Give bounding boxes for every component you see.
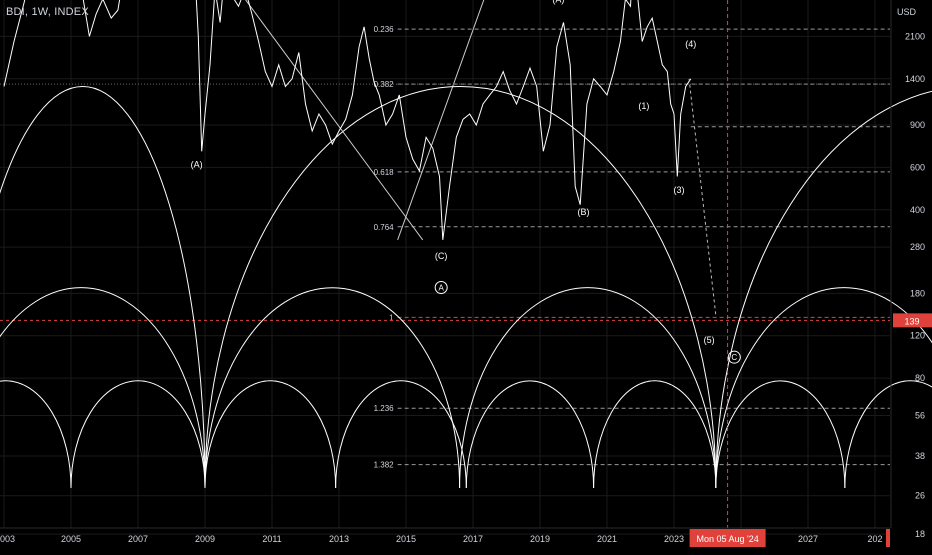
wave-label: (C) — [435, 251, 448, 261]
wave-label: A — [439, 283, 445, 292]
price-tick-label: 120 — [910, 331, 925, 341]
cycle-arc-large — [715, 91, 932, 488]
cycle-arc-small — [844, 380, 932, 488]
price-series-line — [3, 0, 692, 240]
wave-label: (1) — [638, 101, 649, 111]
price-tick-label: 80 — [915, 373, 925, 383]
trendline — [245, 0, 424, 241]
projection-line — [688, 78, 717, 317]
cycle-arc-medium — [459, 287, 717, 488]
wave-label-circle — [434, 280, 448, 294]
fib-level-label: 1.236 — [374, 404, 395, 413]
price-tick-label: 3100 — [905, 0, 925, 1]
wave-label: C — [731, 353, 737, 362]
price-tick-label: 280 — [910, 242, 925, 252]
cycle-arc-medium — [715, 287, 932, 488]
fib-diagonal — [397, 0, 485, 241]
cursor-date-badge — [689, 529, 766, 547]
price-axis: USD1600011000700046003100210014009006004… — [890, 0, 932, 539]
price-tick-label: 600 — [910, 162, 925, 172]
fib-level-label: 0.236 — [374, 25, 395, 34]
price-tick-label: 26 — [915, 491, 925, 501]
fib-level-label: 0.618 — [374, 168, 395, 177]
grid — [0, 0, 890, 535]
cycle-arc-small — [335, 380, 467, 488]
price-tick-label: 38 — [915, 451, 925, 461]
price-axis-unit: USD — [897, 7, 917, 17]
wave-label: (4) — [685, 39, 696, 49]
time-tick-label: 003 — [0, 534, 15, 544]
wave-label: (A) — [552, 0, 564, 5]
cycle-arc-small — [465, 380, 595, 488]
cycle-arc-small — [70, 380, 206, 488]
cycle-arc-large — [0, 86, 206, 488]
time-tick-label: 2007 — [128, 534, 148, 544]
cycle-arc-medium — [0, 287, 206, 488]
time-tick-label: 202 — [867, 534, 882, 544]
time-tick-label: 2015 — [396, 534, 416, 544]
cycle-arcs — [0, 86, 932, 488]
price-tick-label: 900 — [910, 120, 925, 130]
time-tick-label: 2011 — [262, 534, 281, 544]
fib-level-label: 1 — [389, 313, 394, 322]
time-tick-label: 2017 — [463, 534, 483, 544]
time-axis-edge-marker — [886, 529, 890, 547]
last-price-badge — [893, 313, 932, 328]
wave-label: (5) — [704, 335, 715, 345]
time-tick-label: 2005 — [61, 534, 81, 544]
time-tick-label: 2023 — [664, 534, 684, 544]
time-tick-label: 2013 — [329, 534, 349, 544]
cycle-arc-small — [0, 380, 72, 488]
last-price-label: 139 — [904, 316, 919, 326]
time-tick-label: 2009 — [195, 534, 215, 544]
cursor-date-label: Mon 05 Aug '24 — [696, 534, 758, 544]
price-tick-label: 56 — [915, 410, 925, 420]
price-tick-label: 2100 — [905, 31, 925, 41]
wave-label: (B) — [578, 207, 590, 217]
wave-label-circle — [727, 350, 741, 364]
cycle-arc-small — [715, 380, 846, 488]
cycle-arc-small — [204, 380, 337, 488]
price-tick-label: 1400 — [905, 74, 925, 84]
symbol-title: BDI, 1W, INDEX — [6, 6, 89, 18]
cycle-arc-small — [593, 380, 717, 488]
time-tick-label: 2019 — [530, 534, 550, 544]
fib-level-label: 0.764 — [374, 223, 395, 232]
wave-label: (3) — [674, 185, 685, 195]
price-tick-label: 180 — [910, 288, 925, 298]
price-tick-label: 400 — [910, 205, 925, 215]
time-axis: 003 2005 2007 2009 2011 2013 2015 2017 2019 2021 2… — [0, 527, 890, 547]
wave-label: (A) — [191, 159, 203, 169]
price-tick-label: 18 — [915, 529, 925, 539]
time-tick-label: 2021 — [597, 534, 617, 544]
cycle-arc-medium — [204, 287, 461, 488]
fib-level-label: 0.382 — [374, 80, 395, 89]
time-tick-label: 2027 — [798, 534, 818, 544]
fib-level-label: 1.382 — [374, 461, 395, 470]
wave-labels: (A)(B)(C)A(A)(B)(C)B(2)(1)(4)(3)(5)C — [191, 0, 741, 364]
